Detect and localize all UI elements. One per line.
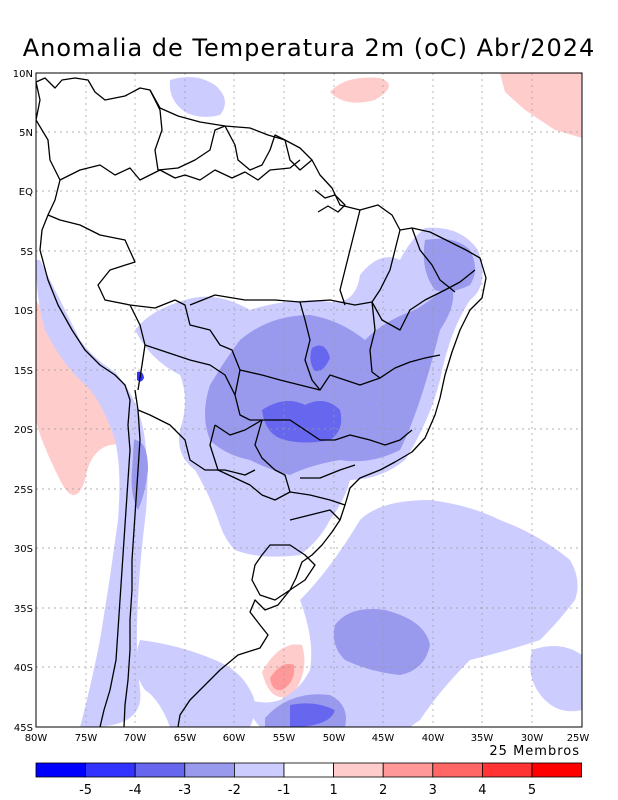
ensemble-members-note: 25 Membros (489, 744, 580, 759)
lon-label: 25W (567, 733, 590, 744)
cold-anomaly-southeast (530, 646, 582, 712)
colorbar-label: 4 (478, 783, 486, 798)
lat-label: 30S (14, 544, 33, 555)
suriname-border (284, 139, 313, 171)
colorbar-label: -5 (79, 783, 92, 798)
lat-label: 45S (14, 723, 33, 734)
lat-label: 25S (14, 485, 33, 496)
graticule (36, 73, 582, 727)
warm-anomaly-north-atlantic-small (330, 77, 389, 103)
coastline (36, 77, 487, 727)
cold-anomaly-patagonia (136, 640, 255, 727)
lon-label: 30W (521, 733, 544, 744)
brazil-states-6 (339, 209, 361, 306)
colorbar: -5 -4 -3 -2 -1 1 2 3 4 5 (35, 762, 582, 798)
warm-anomaly-south-atlantic-core (270, 663, 295, 691)
colorbar-label: -4 (129, 783, 142, 798)
colorbar-label: 2 (379, 783, 387, 798)
lat-label: 10N (13, 69, 33, 80)
uruguay-border (251, 544, 316, 601)
amazon-delta (314, 189, 346, 213)
colorbar-swatch (481, 762, 533, 778)
cold-anomaly-core-3 (290, 703, 335, 727)
lon-label: 35W (471, 733, 494, 744)
brazil-states-8 (371, 229, 401, 303)
colorbar-swatch (382, 762, 434, 778)
colorbar-label: -3 (178, 783, 191, 798)
colorbar-label: 3 (429, 783, 437, 798)
colorbar-label: 5 (528, 783, 536, 798)
guyana-border (224, 125, 286, 171)
lat-label: 5N (19, 128, 33, 139)
brazil-states-9 (411, 227, 456, 293)
brazil-west-border (174, 299, 262, 421)
brazil-states-4 (289, 491, 346, 506)
colorbar-swatch (283, 762, 334, 778)
colorbar-swatch (35, 762, 86, 778)
lon-label: 50W (323, 733, 346, 744)
colombia-peru-border (47, 214, 176, 309)
brazil-states-11 (289, 509, 341, 521)
lon-label: 75W (75, 733, 98, 744)
cold-anomaly-core-2 (310, 345, 330, 372)
lon-label: 40W (422, 733, 445, 744)
pacific-coastline (36, 81, 131, 727)
lat-label: 35S (14, 604, 33, 615)
longitude-labels: 80W 75W 70W 65W 60W 55W 50W 45W 40W 35W … (25, 733, 590, 744)
latitude-labels: 10N 5N EQ 5S 10S 15S 20S 25S 30S 35S 40S… (13, 69, 33, 734)
argentina-bolivia-border (137, 409, 256, 476)
lat-label: 40S (14, 663, 33, 674)
brazil-states-2 (239, 354, 441, 391)
colorbar-swatch (531, 762, 582, 778)
lon-label: 60W (223, 733, 246, 744)
colorbar-swatch (85, 762, 136, 778)
paraguay-border (209, 419, 291, 501)
lat-label: 10S (14, 306, 33, 317)
cold-anomaly-south-atlantic (248, 500, 578, 727)
colorbar-swatch (333, 762, 384, 778)
map-title: Anomalia de Temperatura 2m (oC) Abr/2024 (22, 34, 596, 62)
colorbar-label: -1 (278, 783, 291, 798)
venezuela-border (149, 89, 226, 171)
lon-label: 45W (372, 733, 395, 744)
lat-label: 5S (20, 247, 33, 258)
cold-anomaly-core (262, 401, 342, 443)
colorbar-swatch (134, 762, 186, 778)
lon-label: 65W (174, 733, 197, 744)
bolivia-border (144, 344, 236, 396)
lon-label: 55W (273, 733, 296, 744)
colorbar-swatch (184, 762, 235, 778)
brazil-states-7 (369, 301, 381, 379)
cold-anomaly-andes (36, 260, 148, 727)
plot-frame (35, 72, 583, 728)
lat-label: 15S (14, 366, 33, 377)
colorbar-swatch (432, 762, 483, 778)
coastlines (36, 77, 487, 727)
cold-anomaly-sea-1 (333, 609, 430, 675)
lon-label: 80W (25, 733, 48, 744)
lon-label: 70W (124, 733, 147, 744)
north-borders (59, 159, 301, 181)
brazil-states-3 (262, 419, 413, 446)
cold-anomaly-chile (131, 440, 148, 510)
brazil-bolivia-border (214, 419, 263, 436)
cold-anomaly-northeast (423, 238, 475, 292)
lat-label: EQ (19, 187, 33, 198)
lat-label: 20S (14, 425, 33, 436)
brazil-states-5 (299, 301, 321, 391)
brazil-states-10 (300, 464, 356, 479)
cold-anomaly-northern (169, 76, 225, 117)
colorbar-swatch (233, 762, 285, 778)
colorbar-label: 1 (329, 783, 337, 798)
chile-inner-border (123, 389, 141, 727)
colorbar-label: -2 (228, 783, 241, 798)
warm-anomaly-north-atlantic (500, 73, 582, 138)
